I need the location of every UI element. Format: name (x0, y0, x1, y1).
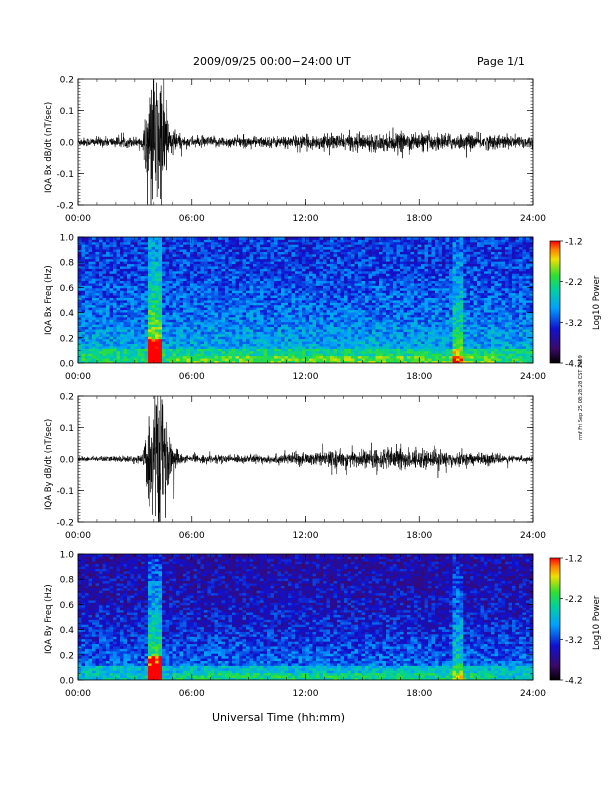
y-tick-label: -0.1 (56, 487, 74, 497)
colorbar-tick-label: -4.2 (565, 677, 583, 687)
y-tick-label: 0.2 (60, 334, 74, 344)
y-tick-label: -0.2 (56, 519, 74, 529)
panel2-ylabel: IQA Bx Freq (Hz) (44, 265, 54, 335)
y-tick-label: 0.0 (60, 456, 75, 466)
spectrogram (78, 237, 533, 363)
y-tick-label: 0.0 (60, 360, 75, 370)
y-tick-label: 1.0 (60, 551, 75, 561)
colorbar (549, 240, 561, 364)
x-tick-label: 06:00 (179, 689, 205, 699)
colorbar-tick-label: -4.2 (565, 360, 583, 370)
colorbar-tick-label: -2.2 (565, 595, 583, 605)
colorbar (549, 557, 561, 681)
y-tick-label: 0.2 (60, 393, 74, 403)
x-tick-label: 18:00 (406, 689, 432, 699)
y-tick-label: 0.2 (60, 76, 74, 86)
y-tick-label: 1.0 (60, 234, 75, 244)
y-tick-label: 0.4 (60, 626, 75, 636)
x-tick-label: 12:00 (293, 531, 319, 541)
x-tick-label: 18:00 (406, 214, 432, 224)
page-title: 2009/09/25 00:00−24:00 UT (193, 55, 351, 68)
colorbar-tick-label: -3.2 (565, 636, 583, 646)
y-tick-label: 0.6 (60, 601, 75, 611)
x-tick-label: 00:00 (65, 689, 91, 699)
y-tick-label: 0.1 (60, 107, 74, 117)
series-line (78, 396, 533, 522)
panel3-ylabel: IQA By dB/dt (nT/sec) (44, 418, 54, 510)
x-tick-label: 18:00 (406, 531, 432, 541)
colorbar-tick-label: -1.2 (565, 238, 583, 248)
series-line (78, 79, 533, 205)
y-tick-label: 0.6 (60, 284, 75, 294)
y-tick-label: 0.8 (60, 259, 75, 269)
x-tick-label: 12:00 (293, 372, 319, 382)
x-tick-label: 00:00 (65, 531, 91, 541)
page-number: Page 1/1 (477, 55, 525, 68)
y-tick-label: -0.2 (56, 202, 74, 212)
x-tick-label: 24:00 (520, 372, 546, 382)
x-tick-label: 24:00 (520, 214, 546, 224)
panel1-ylabel: IQA Bx dB/dt (nT/sec) (44, 101, 54, 193)
panel4-ylabel: IQA By Freq (Hz) (44, 584, 54, 654)
x-tick-label: 24:00 (520, 689, 546, 699)
x-tick-label: 06:00 (179, 531, 205, 541)
x-tick-label: 06:00 (179, 372, 205, 382)
x-tick-label: 12:00 (293, 689, 319, 699)
side-stamp: rmf Fri Sep 25 08:28:28 CST 2009 (578, 355, 584, 440)
colorbar1-label: Log10 Power (592, 275, 602, 330)
x-tick-label: 18:00 (406, 372, 432, 382)
colorbar2-label: Log10 Power (592, 595, 602, 650)
colorbar-tick-label: -2.2 (565, 278, 583, 288)
x-tick-label: 06:00 (179, 214, 205, 224)
y-tick-label: 0.2 (60, 651, 74, 661)
x-tick-label: 00:00 (65, 372, 91, 382)
x-axis-title: Universal Time (hh:mm) (212, 711, 345, 724)
x-tick-label: 12:00 (293, 214, 319, 224)
spectrogram (78, 554, 533, 680)
colorbar-tick-label: -1.2 (565, 555, 583, 565)
y-tick-label: -0.1 (56, 170, 74, 180)
x-tick-label: 00:00 (65, 214, 91, 224)
colorbar-tick-label: -3.2 (565, 319, 583, 329)
y-tick-label: 0.4 (60, 309, 75, 319)
y-tick-label: 0.0 (60, 677, 75, 687)
y-tick-label: 0.0 (60, 139, 75, 149)
y-tick-label: 0.8 (60, 576, 75, 586)
x-tick-label: 24:00 (520, 531, 546, 541)
y-tick-label: 0.1 (60, 424, 74, 434)
